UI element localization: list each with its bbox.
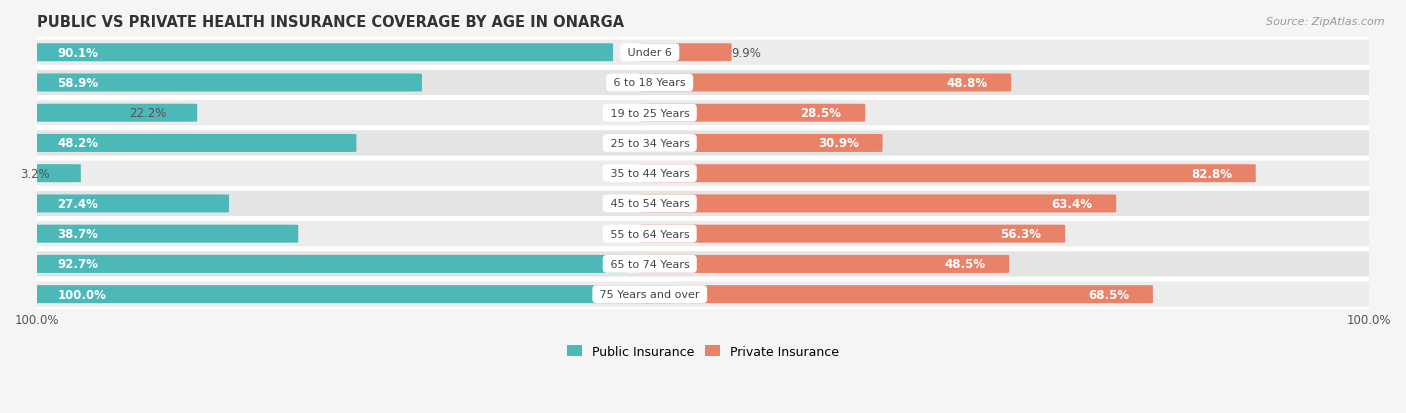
FancyBboxPatch shape <box>640 285 1153 304</box>
FancyBboxPatch shape <box>24 129 1382 158</box>
Text: 92.7%: 92.7% <box>58 258 98 271</box>
FancyBboxPatch shape <box>24 159 1382 188</box>
Text: 6 to 18 Years: 6 to 18 Years <box>610 78 689 88</box>
Text: 19 to 25 Years: 19 to 25 Years <box>606 109 693 119</box>
FancyBboxPatch shape <box>34 165 80 183</box>
Text: 56.3%: 56.3% <box>1000 228 1042 241</box>
Text: 58.9%: 58.9% <box>58 77 98 90</box>
Text: 22.2%: 22.2% <box>129 107 166 120</box>
FancyBboxPatch shape <box>24 69 1382 97</box>
Text: 9.9%: 9.9% <box>731 47 762 59</box>
Text: 68.5%: 68.5% <box>1088 288 1129 301</box>
FancyBboxPatch shape <box>24 250 1382 279</box>
FancyBboxPatch shape <box>24 220 1382 249</box>
Text: 38.7%: 38.7% <box>58 228 98 241</box>
Text: 48.5%: 48.5% <box>943 258 986 271</box>
FancyBboxPatch shape <box>640 135 883 152</box>
Text: 30.9%: 30.9% <box>818 137 859 150</box>
FancyBboxPatch shape <box>640 255 1010 273</box>
FancyBboxPatch shape <box>24 280 1382 309</box>
Text: 75 Years and over: 75 Years and over <box>596 290 703 299</box>
Text: 48.2%: 48.2% <box>58 137 98 150</box>
FancyBboxPatch shape <box>34 285 673 304</box>
FancyBboxPatch shape <box>640 195 1116 213</box>
FancyBboxPatch shape <box>34 74 422 92</box>
Text: 63.4%: 63.4% <box>1052 197 1092 211</box>
Text: 90.1%: 90.1% <box>58 47 98 59</box>
FancyBboxPatch shape <box>24 99 1382 128</box>
FancyBboxPatch shape <box>34 255 628 273</box>
Text: 45 to 54 Years: 45 to 54 Years <box>606 199 693 209</box>
FancyBboxPatch shape <box>640 74 1011 92</box>
FancyBboxPatch shape <box>34 104 197 122</box>
Text: PUBLIC VS PRIVATE HEALTH INSURANCE COVERAGE BY AGE IN ONARGA: PUBLIC VS PRIVATE HEALTH INSURANCE COVER… <box>37 15 624 30</box>
Text: 65 to 74 Years: 65 to 74 Years <box>606 259 693 269</box>
FancyBboxPatch shape <box>640 44 731 62</box>
FancyBboxPatch shape <box>34 135 357 152</box>
Text: 28.5%: 28.5% <box>800 107 841 120</box>
Text: 48.8%: 48.8% <box>946 77 987 90</box>
Text: 100.0%: 100.0% <box>58 288 105 301</box>
Text: Under 6: Under 6 <box>624 48 675 58</box>
FancyBboxPatch shape <box>34 195 229 213</box>
FancyBboxPatch shape <box>34 225 298 243</box>
Text: 35 to 44 Years: 35 to 44 Years <box>606 169 693 179</box>
FancyBboxPatch shape <box>24 190 1382 218</box>
FancyBboxPatch shape <box>34 44 613 62</box>
Legend: Public Insurance, Private Insurance: Public Insurance, Private Insurance <box>562 340 844 363</box>
FancyBboxPatch shape <box>640 225 1066 243</box>
FancyBboxPatch shape <box>640 104 865 122</box>
FancyBboxPatch shape <box>640 165 1256 183</box>
FancyBboxPatch shape <box>24 39 1382 67</box>
Text: 55 to 64 Years: 55 to 64 Years <box>606 229 693 239</box>
Text: 27.4%: 27.4% <box>58 197 98 211</box>
Text: 25 to 34 Years: 25 to 34 Years <box>606 139 693 149</box>
Text: 3.2%: 3.2% <box>21 167 51 180</box>
Text: Source: ZipAtlas.com: Source: ZipAtlas.com <box>1267 17 1385 26</box>
Text: 82.8%: 82.8% <box>1191 167 1232 180</box>
